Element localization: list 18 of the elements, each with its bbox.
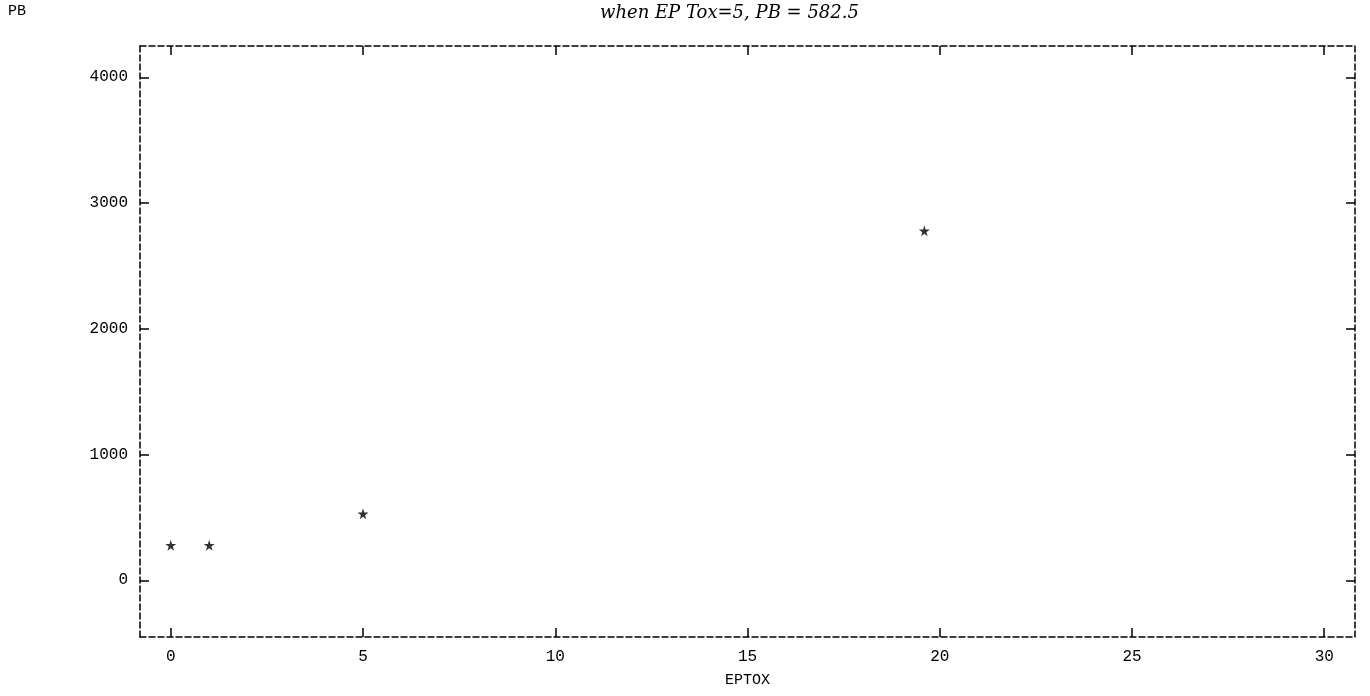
y-tick-label: 2000 (89, 319, 128, 338)
x-tick-label: 10 (545, 648, 565, 666)
x-tick-label: 15 (737, 648, 758, 666)
y-tick-label: 0 (118, 571, 128, 590)
point (203, 539, 215, 551)
point (918, 225, 930, 237)
text: when EP Tox=5, PB = 582.5 (600, 0, 859, 22)
y-tick-label: 3000 (89, 194, 128, 213)
y-axis-title: PB (8, 3, 27, 20)
x-tick-label: 0 (165, 648, 176, 666)
point (165, 539, 177, 551)
x-axis-title: EPTOX (724, 672, 771, 689)
x-tick-label: 25 (1122, 648, 1142, 666)
x-tick-label: 20 (930, 648, 950, 666)
x-tick-label: 30 (1314, 648, 1334, 666)
x-tick-label: 5 (358, 648, 368, 666)
y-tick-label: 4000 (89, 68, 128, 87)
y-tick-label: 1000 (89, 445, 128, 464)
